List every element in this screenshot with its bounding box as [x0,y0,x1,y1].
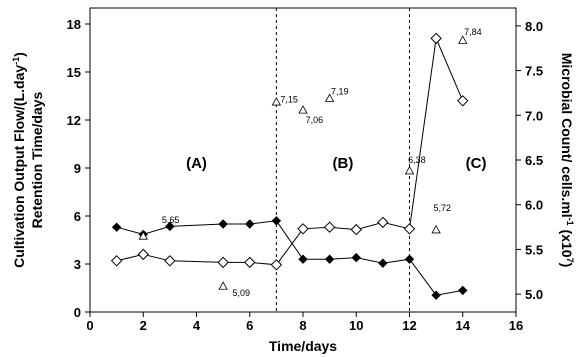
point-filled-diamond [218,219,228,229]
data-label: 7,06 [306,115,324,125]
plot-frame [89,7,517,313]
point-filled-diamond [431,290,441,300]
point-open-triangle [404,165,415,175]
series-layer [110,32,469,300]
point-filled-diamond [324,254,335,264]
point-filled-diamond [351,252,361,263]
y-left-tick-label: 18 [67,17,81,32]
y-right-tick-label: 8.0 [525,19,543,34]
y-left-tick-label: 6 [74,209,81,224]
point-open-diamond [164,255,176,267]
x-tick-label: 0 [86,318,93,333]
data-label: 5,72 [433,203,451,213]
point-open-triangle [271,97,282,106]
point-open-diamond [457,95,469,107]
y-right-tick-label: 5.0 [525,287,543,302]
point-open-diamond [110,255,123,267]
region-label: (B) [333,155,354,172]
y-left-tick-label: 9 [74,161,81,176]
point-filled-diamond [458,285,468,296]
region-label: (C) [466,155,487,172]
x-tick-label: 6 [246,318,253,333]
point-filled-diamond [378,258,388,268]
point-open-diamond [377,216,389,229]
y-axis-left-title: Cultivation Output Flow/(L.day-1) Retent… [11,52,45,268]
x-tick-label: 8 [299,318,306,333]
point-open-diamond [137,248,149,261]
data-label: 7,15 [280,94,298,104]
y-right-tick-label: 5.5 [525,242,543,257]
y-right-tick-label: 7.5 [525,64,543,79]
region-labels: (A) (B) (C) [186,155,486,172]
point-open-diamond [270,259,283,271]
point-filled-diamond [298,254,308,264]
point-open-diamond [297,223,309,235]
point-open-diamond [244,256,256,269]
point-open-triangle [324,93,335,102]
data-label: 7,19 [331,86,349,96]
svg-text:Retention Time/days: Retention Time/days [29,91,45,228]
point-open-triangle [431,224,441,234]
x-tick-label: 12 [402,318,416,333]
ticks: 0 2 4 6 8 10 12 14 16 0 3 6 9 12 15 18 5.0 5.5 6.0 6.5 7.0 7.… [67,17,544,333]
x-tick-label: 16 [509,318,523,333]
x-tick-label: 14 [456,318,471,333]
svg-text:Microbial Count/ cells.ml-1 (x: Microbial Count/ cells.ml-1 (x107) [559,53,575,268]
y-axis-right-title: Microbial Count/ cells.ml-1 (x107) [559,53,575,268]
region-label: (A) [186,155,207,172]
x-tick-label: 10 [349,318,363,333]
data-label: 7,84 [464,27,482,37]
y-right-tick-label: 6.5 [525,153,543,168]
point-open-triangle [458,35,468,44]
y-right-tick-label: 7.0 [525,108,543,123]
point-open-diamond [403,223,416,235]
point-filled-diamond [245,219,255,229]
data-label: 5,65 [162,215,180,225]
x-tick-label: 2 [140,318,147,333]
point-open-triangle [298,105,308,114]
point-filled-diamond [111,222,122,232]
x-axis-title: Time/days [269,338,337,354]
point-open-diamond [430,32,442,45]
point-filled-diamond [165,221,175,232]
point-open-triangle [138,231,148,240]
point-open-diamond [217,256,229,269]
point-open-diamond [350,223,362,236]
y-left-tick-label: 0 [74,305,81,320]
y-left-tick-label: 12 [67,113,81,128]
data-label: 5,09 [232,288,250,298]
point-filled-diamond [271,216,282,226]
data-label: 6,38 [408,155,426,165]
point-open-triangle [218,281,228,290]
svg-text:Cultivation Output Flow/(L.day: Cultivation Output Flow/(L.day-1) [11,52,27,268]
y-left-tick-label: 15 [67,65,81,80]
point-filled-diamond [404,254,415,264]
annotations: 5,65 5,09 7,15 7,06 7,19 6,38 5,72 7,84 [162,27,482,298]
x-tick-label: 4 [193,318,201,333]
y-left-tick-label: 3 [74,257,81,272]
y-right-tick-label: 6.0 [525,198,543,213]
point-open-diamond [323,221,336,233]
